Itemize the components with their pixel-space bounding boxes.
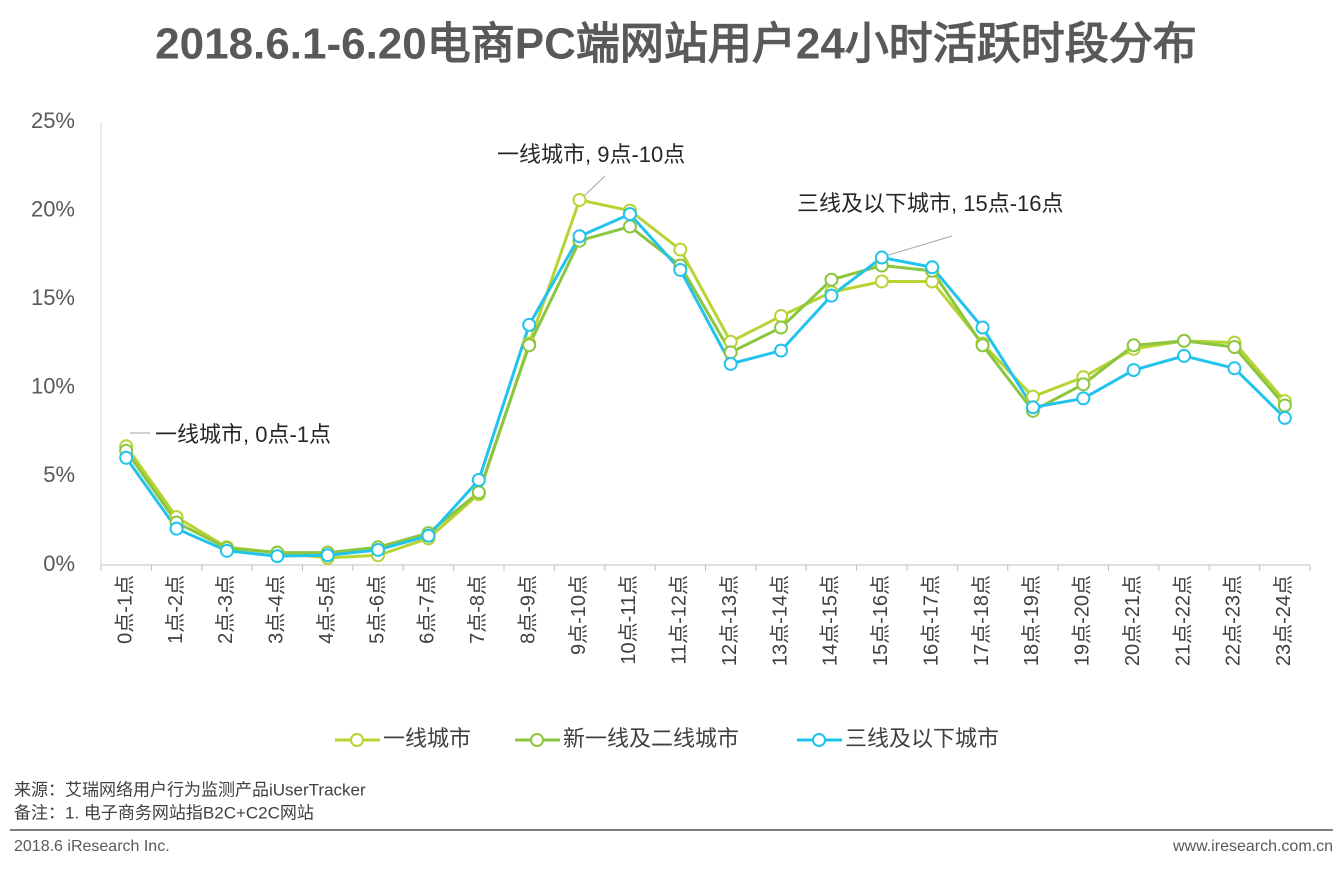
x-tick-label: 18点-19点 — [1020, 575, 1043, 666]
point-marker — [572, 192, 587, 207]
point-marker — [421, 528, 436, 543]
point-marker — [774, 320, 789, 335]
point-marker — [1227, 361, 1242, 376]
legend-label: 三线及以下城市 — [845, 726, 999, 751]
leader-line — [881, 235, 953, 258]
x-tick-label: 15点-16点 — [869, 575, 892, 666]
point-marker — [1025, 400, 1040, 415]
x-tick-label: 2点-3点 — [214, 575, 237, 644]
point-marker — [169, 521, 184, 536]
y-tick-label: 15% — [31, 285, 75, 310]
x-tick-label: 0点-1点 — [113, 575, 136, 644]
point-marker — [270, 549, 285, 564]
point-marker — [1277, 410, 1292, 425]
legend-label: 一线城市 — [383, 726, 471, 751]
legend-marker — [530, 733, 544, 747]
leader-line — [581, 175, 606, 199]
x-tick-label: 23点-24点 — [1272, 575, 1295, 666]
x-tick-label: 9点-10点 — [567, 575, 590, 655]
point-marker — [522, 338, 537, 353]
x-tick-label: 13点-14点 — [768, 575, 791, 666]
point-marker — [522, 317, 537, 332]
x-tick-label: 8点-9点 — [516, 575, 539, 644]
x-tick-label: 10点-11点 — [617, 575, 640, 665]
point-marker — [1076, 391, 1091, 406]
legend-label: 新一线及二线城市 — [563, 726, 739, 751]
legend-marker — [350, 733, 364, 747]
x-tick-label: 21点-22点 — [1171, 575, 1194, 666]
x-tick-label: 4点-5点 — [315, 575, 338, 644]
point-marker — [1126, 363, 1141, 378]
point-marker — [874, 250, 889, 265]
x-tick-label: 20点-21点 — [1121, 575, 1144, 666]
point-marker — [1177, 333, 1192, 348]
point-marker — [371, 542, 386, 557]
x-tick-label: 5点-6点 — [365, 575, 388, 644]
point-marker — [774, 309, 789, 324]
point-marker — [673, 262, 688, 277]
y-tick-label: 5% — [43, 462, 75, 487]
point-marker — [471, 472, 486, 487]
point-marker — [975, 320, 990, 335]
point-marker — [320, 548, 335, 563]
point-marker — [925, 260, 940, 275]
point-marker — [975, 338, 990, 353]
annotation: 一线城市, 9点-10点 — [497, 142, 685, 167]
point-marker — [723, 345, 738, 360]
copyright: 2018.6 iResearch Inc. — [14, 838, 170, 855]
x-tick-label: 3点-4点 — [265, 575, 288, 644]
point-marker — [1227, 340, 1242, 355]
point-marker — [622, 207, 637, 222]
annotation: 三线及以下城市, 15点-16点 — [797, 191, 1064, 216]
point-marker — [471, 485, 486, 500]
annotation: 一线城市, 0点-1点 — [155, 422, 331, 447]
series-line — [124, 212, 1286, 558]
point-marker — [723, 356, 738, 371]
series-line — [124, 224, 1286, 555]
point-marker — [673, 242, 688, 257]
note: 备注：1. 电子商务网站指B2C+C2C网站 — [14, 803, 314, 822]
y-tick-label: 0% — [43, 551, 75, 576]
point-marker — [219, 543, 234, 558]
x-tick-label: 14点-15点 — [819, 575, 842, 666]
x-tick-label: 11点-12点 — [668, 575, 691, 665]
x-tick-label: 1点-2点 — [164, 575, 187, 644]
x-tick-label: 6点-7点 — [416, 575, 439, 644]
legend-marker — [812, 733, 826, 747]
website: www.iresearch.com.cn — [1172, 838, 1333, 855]
point-marker — [874, 274, 889, 289]
chart-title: 2018.6.1-6.20电商PC端网站用户24小时活跃时段分布 — [155, 20, 1197, 69]
y-tick-label: 10% — [31, 374, 75, 399]
x-tick-label: 12点-13点 — [718, 575, 741, 666]
x-tick-label: 19点-20点 — [1071, 575, 1094, 666]
point-marker — [824, 272, 839, 287]
point-marker — [824, 288, 839, 303]
point-marker — [1126, 338, 1141, 353]
x-tick-label: 17点-18点 — [970, 575, 993, 666]
source: 来源：艾瑞网络用户行为监测产品iUserTracker — [14, 780, 366, 799]
point-marker — [1076, 377, 1091, 392]
y-tick-label: 20% — [31, 196, 75, 221]
point-marker — [572, 229, 587, 244]
series-line — [124, 198, 1286, 560]
y-tick-label: 25% — [31, 108, 75, 133]
point-marker — [1177, 348, 1192, 363]
x-tick-label: 7点-8点 — [466, 575, 489, 644]
point-marker — [119, 450, 134, 465]
x-tick-label: 22点-23点 — [1222, 575, 1245, 666]
point-marker — [1277, 398, 1292, 413]
point-marker — [774, 343, 789, 358]
x-tick-label: 16点-17点 — [919, 575, 942, 666]
point-marker — [622, 219, 637, 234]
